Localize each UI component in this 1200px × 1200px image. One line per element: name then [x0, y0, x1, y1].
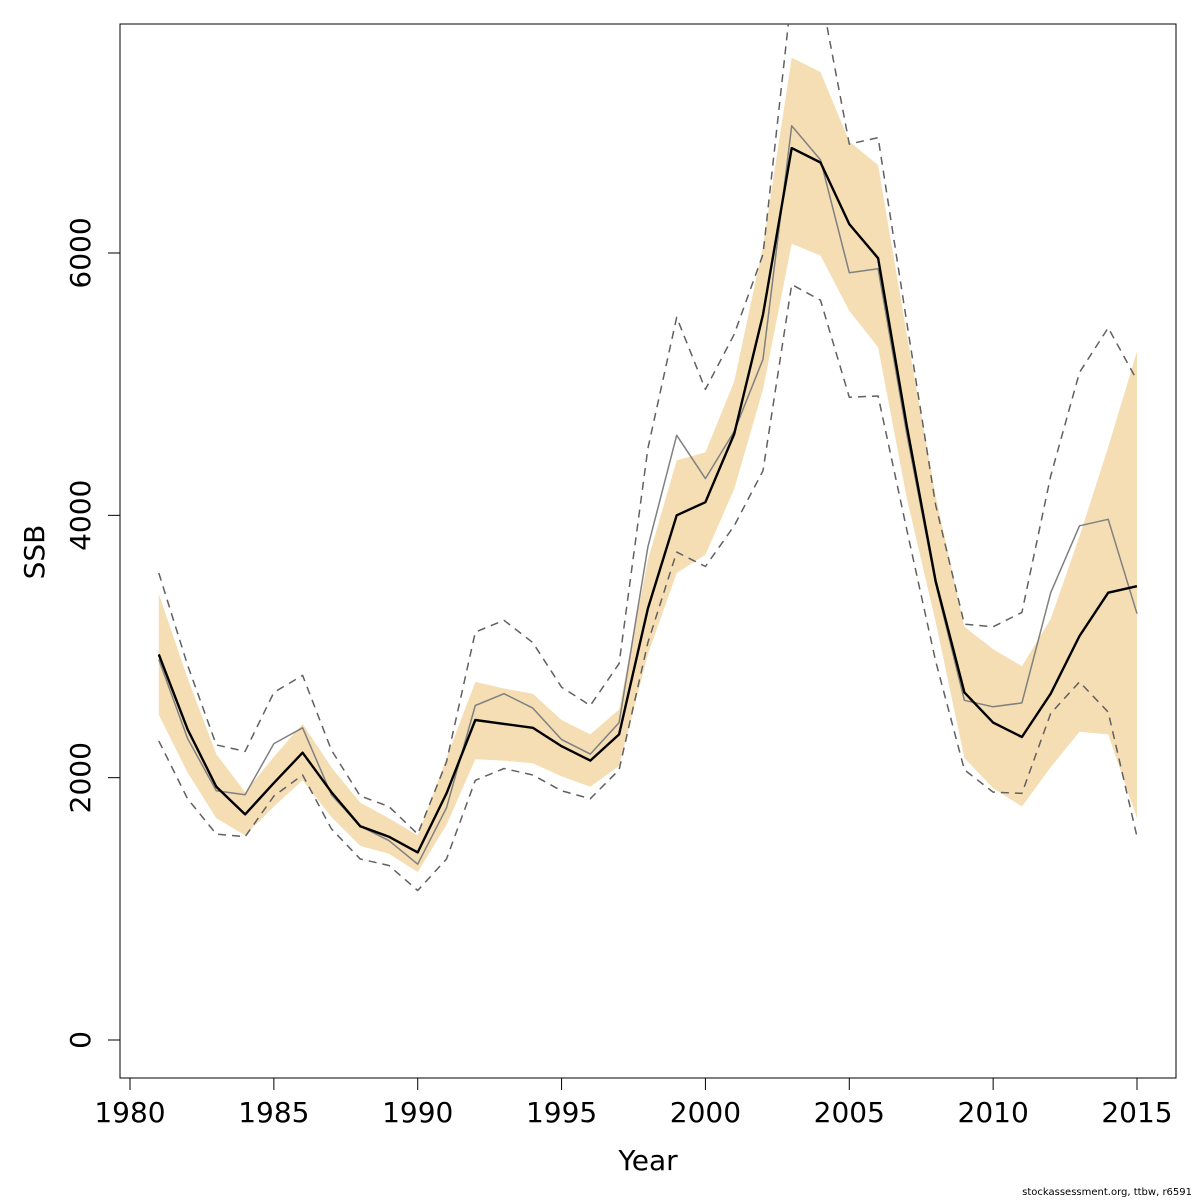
y-axis: 0 2000 4000 6000: [64, 217, 121, 1049]
x-tick-label: 2000: [670, 1096, 741, 1129]
x-tick-label: 2015: [1101, 1096, 1172, 1129]
y-tick-label: 0: [64, 1031, 97, 1049]
x-tick-label: 1985: [238, 1096, 309, 1129]
x-tick-label: 1995: [526, 1096, 597, 1129]
x-axis: 1980 1985 1990 1995 2000 2005 2010 2015: [94, 1077, 1173, 1129]
x-tick-label: 1990: [382, 1096, 453, 1129]
x-tick-label: 1980: [94, 1096, 165, 1129]
x-tick-label: 2005: [814, 1096, 885, 1129]
confidence-band: [158, 57, 1138, 873]
confidence-band-layer: [158, 57, 1138, 873]
x-axis-label: Year: [617, 1144, 678, 1177]
y-tick-label: 2000: [64, 742, 97, 813]
footer-credit: stockassessment.org, ttbw, r6591: [1022, 1187, 1192, 1198]
series-line-3: [158, 283, 1138, 892]
y-axis-label: SSB: [18, 525, 51, 580]
series-line-0: [157, 146, 1138, 854]
series-layer: [157, 24, 1138, 892]
x-tick-label: 2010: [958, 1096, 1029, 1129]
y-tick-label: 6000: [64, 217, 97, 288]
y-tick-label: 4000: [64, 480, 97, 551]
plot-frame: [119, 23, 1177, 1079]
